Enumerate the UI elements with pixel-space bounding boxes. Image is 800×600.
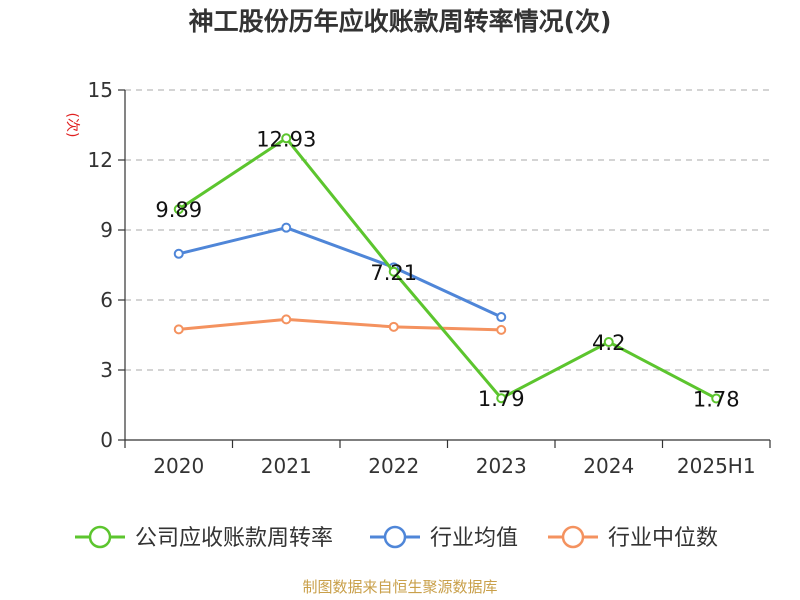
x-tick-label: 2022 — [368, 454, 419, 478]
legend-marker — [88, 525, 112, 549]
data-point — [603, 337, 614, 347]
legend-item-0[interactable]: 公司应收账款周转率 — [75, 525, 333, 551]
data-label: 1.79 — [478, 387, 525, 411]
x-tick-label: 2023 — [476, 454, 527, 478]
y-tick-label: 0 — [100, 428, 113, 452]
legend-label: 公司应收账款周转率 — [135, 526, 333, 551]
legend-marker — [383, 525, 407, 549]
series-layer — [173, 133, 722, 404]
data-point — [496, 393, 507, 404]
data-point — [281, 133, 292, 144]
y-tick-label: 6 — [100, 288, 113, 312]
data-point — [173, 204, 184, 215]
x-tick-label: 2024 — [583, 454, 634, 478]
series-line-1 — [178, 226, 502, 319]
data-point — [496, 312, 507, 323]
chart-title: 神工股份历年应收账款周转率情况(次) — [189, 7, 612, 36]
axes: 0 3 6 9 12 15 2020 2021 2022 2023 2024 2025H1 — [88, 78, 771, 478]
grid — [125, 89, 770, 371]
data-point — [388, 266, 399, 277]
data-point — [281, 314, 292, 325]
data-label: 9.89 — [155, 198, 202, 222]
data-point — [173, 248, 184, 259]
x-tick-label: 2020 — [153, 454, 204, 478]
y-tick-label: 9 — [100, 218, 113, 242]
series-line-0 — [177, 136, 717, 400]
y-axis-label: (次) — [64, 113, 80, 138]
legend-item-2[interactable]: 行业中位数 — [548, 525, 718, 551]
x-tick-label: 2021 — [261, 454, 312, 478]
y-tick-label: 3 — [100, 358, 113, 382]
data-point — [173, 324, 184, 335]
y-tick-label: 12 — [88, 148, 113, 172]
data-label: 4.2 — [592, 331, 625, 355]
source-note: 制图数据来自恒生聚源数据库 — [302, 578, 497, 596]
legend-label: 行业中位数 — [608, 526, 718, 551]
data-label: 7.21 — [370, 261, 417, 285]
data-point — [388, 321, 399, 332]
data-point — [496, 324, 507, 335]
legend-item-1[interactable]: 行业均值 — [370, 525, 518, 551]
data-label: 12.93 — [256, 127, 316, 151]
data-label: 1.78 — [693, 387, 740, 411]
legend-marker — [561, 525, 585, 549]
data-labels: 9.89 12.93 7.21 1.79 4.2 1.78 — [155, 127, 739, 411]
legend[interactable]: 公司应收账款周转率 行业均值 行业中位数 — [75, 525, 718, 551]
legend-label: 行业均值 — [430, 526, 518, 551]
data-point — [711, 393, 722, 404]
y-tick-label: 15 — [88, 78, 113, 102]
series-line-2 — [178, 317, 502, 332]
data-point — [281, 222, 292, 233]
x-tick-label: 2025H1 — [677, 454, 756, 478]
